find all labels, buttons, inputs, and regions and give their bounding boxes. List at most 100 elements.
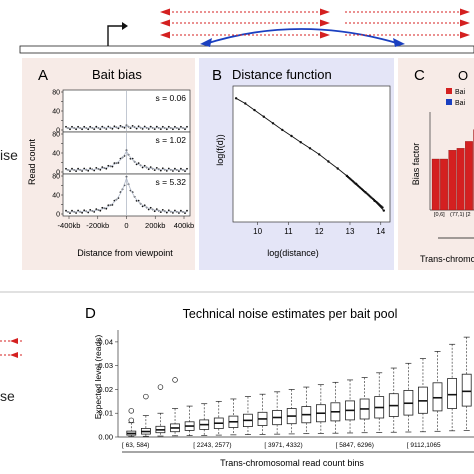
panel-b-xtick-label: 12 [315, 227, 324, 236]
panel-a-point [165, 170, 168, 172]
panel-c-letter: C [414, 67, 425, 84]
panel-d-box [432, 382, 443, 412]
panel-a-point [131, 125, 134, 127]
panel-b-point [262, 115, 265, 118]
panel-a-point [143, 204, 146, 207]
panel-a-ylabel: Read count [27, 138, 37, 185]
panel-a-point [101, 166, 104, 169]
panel-a-point [105, 207, 108, 210]
panel-a-point [65, 209, 67, 212]
panel-a-point [180, 125, 182, 128]
panel-a-point [159, 211, 162, 214]
panel-a-point [147, 168, 150, 171]
read-arrowhead-right [320, 19, 330, 27]
panel-d-xtick-label: [ 9112,1065 [407, 442, 441, 449]
panel-a-point [69, 212, 71, 215]
panel-d-ytick-label: 0.02 [98, 385, 113, 394]
panel-b-title: Distance function [232, 67, 332, 82]
panel-a-point [165, 128, 168, 131]
panel-c-bar [465, 141, 473, 211]
panel-a-point [107, 125, 110, 128]
panel-a-point [155, 125, 158, 128]
panel-c-xtick-label: (77,1) [450, 212, 465, 218]
panel-a-point [167, 167, 170, 170]
panel-a-point [93, 169, 96, 172]
read-arrowhead [10, 352, 18, 358]
panel-a-point [65, 125, 67, 128]
panel-a-point [69, 128, 71, 131]
panel-a-ytick-label: 40 [52, 193, 60, 200]
panel-a-point [111, 127, 114, 130]
panel-a-title: Bait bias [92, 67, 142, 82]
panel-d-xtick-label: [ 3971, 4332) [264, 442, 302, 449]
panel-a-ytick-label: 0 [56, 170, 60, 177]
panel-c-legend-swatch [446, 88, 452, 94]
panel-a-point [167, 125, 170, 128]
panel-a-point [137, 162, 140, 165]
panel-a-point [174, 209, 176, 212]
panel-a-point [89, 125, 92, 128]
panel-d-xlabel: Trans-chromosomal read count bins [220, 458, 364, 468]
arc-arrowhead-left [200, 38, 212, 47]
panel-b-point [271, 122, 275, 125]
panel-a-point [101, 206, 104, 209]
panel-d-ytick-label: 0.04 [98, 337, 113, 346]
panel-a-s-label: s = 1.02 [156, 135, 187, 145]
promoter-arrowhead [122, 22, 128, 30]
panel-a-xtick-label: -400kb [58, 221, 81, 230]
read-arrowhead [10, 338, 18, 344]
panel-b-xtick-label: 11 [284, 227, 293, 236]
panel-a-point [178, 212, 180, 214]
panel-a-point [155, 208, 158, 211]
panel-c-legend-label: Bai [455, 89, 466, 96]
panel-c-bar [448, 150, 457, 211]
panel-a-point [178, 128, 180, 131]
panel-d-outlier [128, 408, 135, 414]
panel-a-point [186, 125, 188, 128]
panel-a-point [165, 211, 168, 214]
panel-c-title-partial: O [458, 68, 468, 83]
panel-a-point [99, 168, 102, 171]
panel-a-point [184, 170, 186, 173]
panel-a-point [161, 209, 164, 211]
panel-a-point [111, 165, 114, 168]
panel-d-box [447, 378, 458, 409]
read-arrowhead-right [460, 8, 470, 16]
panel-a-point [65, 167, 67, 170]
panel-a-point [107, 204, 110, 207]
panel-a-point [89, 167, 92, 170]
panel-a-point [77, 209, 79, 212]
panel-a-point [93, 128, 96, 131]
read-arrows [160, 8, 470, 39]
promoter-arrow [107, 25, 124, 46]
panel-a-point [137, 125, 140, 128]
panel-a-xtick-label: 0 [124, 221, 128, 230]
panel-a-point [161, 167, 164, 170]
panel-d-outlier [157, 384, 164, 390]
left-cut-label-top: ise [0, 147, 18, 163]
panel-a-point [149, 125, 152, 128]
panel-d-outlier [172, 377, 178, 383]
panel-a-point [83, 209, 86, 212]
panel-a-ytick-label: 40 [52, 151, 60, 158]
panel-a-point [95, 125, 98, 128]
panel-d-xtick-label: [ 63, 584) [122, 442, 149, 449]
panel-d-ylabel: Expected level (reads) [93, 335, 103, 420]
panel-a-point [155, 167, 158, 169]
panel-a-point [167, 209, 170, 212]
left-cut-arrows [0, 338, 24, 358]
panel-a-point [83, 167, 86, 170]
panel-a-point [153, 210, 156, 213]
chromosome-bar [19, 45, 474, 54]
panel-a-point [184, 128, 186, 131]
panel-a-point [99, 128, 102, 131]
panel-a-point [75, 128, 77, 131]
panel-a-point [178, 170, 180, 173]
panel-b-point [381, 206, 384, 209]
panel-a-point [135, 127, 138, 130]
panel-b-point [244, 102, 247, 105]
panel-a-point [159, 128, 162, 131]
panel-a-point [93, 211, 96, 213]
read-arrowhead-left [160, 8, 170, 16]
